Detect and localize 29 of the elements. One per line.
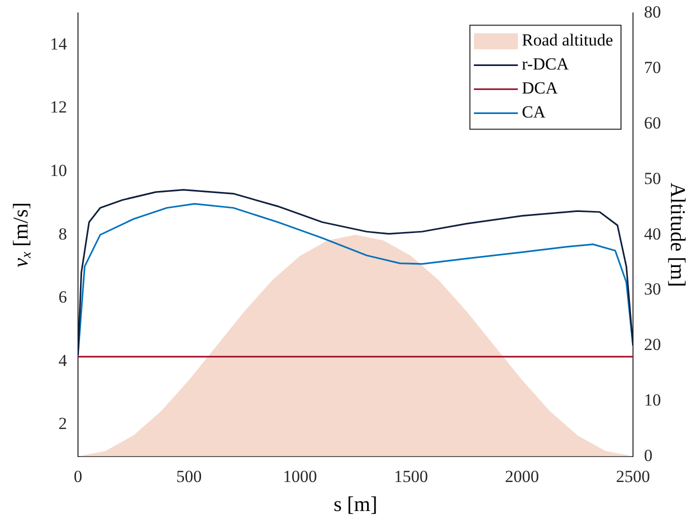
x-tick-label: 0 <box>74 467 82 486</box>
y2-tick-label: 80 <box>644 2 661 22</box>
legend-label: DCA <box>522 78 558 98</box>
x-tick-label: 2500 <box>616 467 650 486</box>
x-axis-title: s [m] <box>334 492 378 516</box>
y-tick-label: 6 <box>58 288 67 307</box>
x-tick-label: 1000 <box>283 467 317 486</box>
y2-tick-label: 50 <box>644 168 661 188</box>
legend-label: r-DCA <box>522 54 570 74</box>
y-tick-label: 14 <box>50 34 68 54</box>
y2-tick-label: 0 <box>644 446 652 465</box>
y-axis-title: vx [m/s] <box>8 202 35 268</box>
y2-tick-label: 40 <box>644 224 661 244</box>
y-tick-label: 10 <box>50 160 67 180</box>
legend-label: CA <box>522 102 546 122</box>
y2-tick-label: 60 <box>644 113 661 132</box>
y2-tick-label: 20 <box>644 335 661 354</box>
x-tick-label: 1500 <box>394 467 428 486</box>
y2-axis-title: Altitude [m] <box>666 182 690 288</box>
y-tick-label: 2 <box>58 414 67 434</box>
legend-label: Road altitude <box>522 30 614 50</box>
y2-tick-label: 70 <box>644 58 661 78</box>
y2-tick-label: 10 <box>644 390 661 410</box>
x-tick-label: 500 <box>176 467 202 486</box>
y-tick-label: 4 <box>58 350 68 370</box>
y-tick-label: 12 <box>50 98 67 117</box>
x-tick-label: 2000 <box>505 467 539 486</box>
y-tick-label: 8 <box>58 224 67 244</box>
y2-tick-label: 30 <box>644 280 661 299</box>
